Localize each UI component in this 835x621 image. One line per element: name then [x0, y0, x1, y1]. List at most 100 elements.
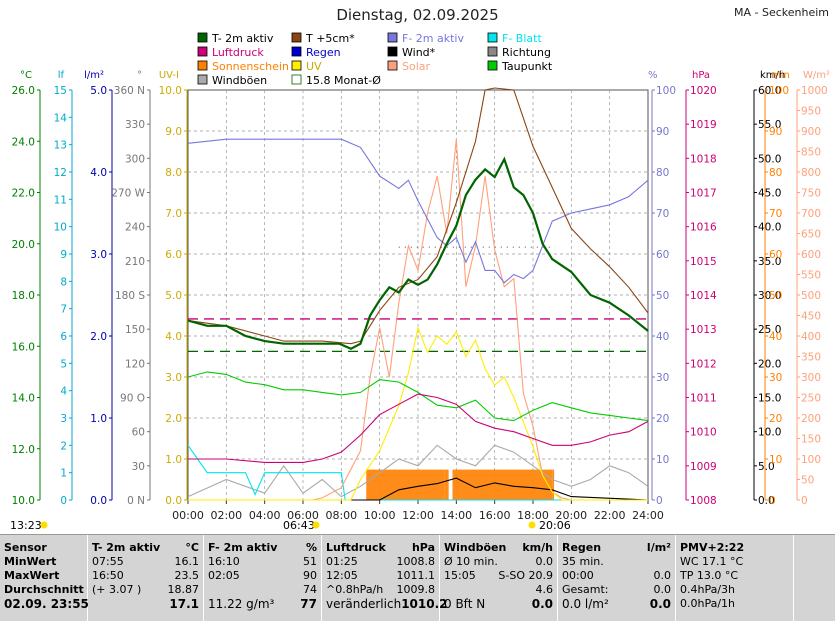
axis-tick-label-dir: 330: [125, 119, 145, 131]
axis-tick-label-hum: 90: [656, 126, 669, 138]
axis-tick-label-press: 1013: [690, 324, 717, 336]
axis-tick-label-sun: 90: [769, 126, 782, 138]
axis-tick-label-hum: 60: [656, 249, 669, 261]
axis-tick-label-uv: 7.0: [165, 208, 182, 220]
axis-tick-label-wind: 40.0: [758, 222, 781, 234]
legend-swatch: [291, 74, 302, 85]
axis-tick-label-dir: 60: [132, 427, 145, 439]
axis-unit-solar: W/m²: [803, 70, 830, 81]
stats-rain-current: 0.0: [649, 597, 671, 611]
axis-tick-label-press: 1015: [690, 256, 717, 268]
stats-col-pressure: Luftdruck hPa 01:25 1008.8 12:05 1011.1 ^0.…: [322, 535, 448, 621]
stats-rain-total-label: Gesamt:: [562, 583, 609, 596]
series-line-f-2m-aktiv: [187, 138, 649, 284]
stats-press-current: 1010.2: [401, 597, 448, 611]
axis-tick-label-wind: 45.0: [758, 188, 781, 200]
axis-tick-label-hum: 50: [656, 290, 669, 302]
stats-temp-unit: °C: [185, 541, 199, 554]
axis-unit-uv: UV-I: [159, 70, 179, 81]
axis-tick-label-solar: 350: [801, 352, 821, 364]
stats-col-wind: Windböen km/h Ø 10 min. 0.0 15:05 S-SO 20.9…: [440, 535, 558, 621]
axis-tick-label-solar: 700: [801, 208, 821, 220]
legend-label: T- 2m aktiv: [211, 32, 274, 45]
axis-tick-label-leaf: 11: [54, 194, 67, 206]
axis-tick-label-leaf: 10: [54, 222, 67, 234]
stats-hum-max: 90: [303, 569, 317, 582]
legend-label: Regen: [306, 46, 341, 59]
axis-tick-label-solar: 400: [801, 331, 821, 343]
axis-tick-label-press: 1016: [690, 222, 717, 234]
axis-tick-label-uv: 1.0: [165, 454, 182, 466]
axis-tick-label-leaf: 8: [60, 276, 67, 288]
legend-label: Taupunkt: [501, 60, 553, 73]
axis-tick-label-wind: 30.0: [758, 290, 781, 302]
axis-tick-label-leaf: 2: [60, 440, 67, 452]
legend-swatch: [291, 60, 302, 71]
axis-tick-label-solar: 600: [801, 249, 821, 261]
axis-tick-label-rain: 0.0: [90, 495, 107, 507]
stats-temp-header: T- 2m aktiv: [92, 541, 161, 554]
sunset-icon: [528, 521, 536, 529]
axis-tick-label-dir: 180 S: [115, 290, 145, 302]
axis-tick-label-temp: 26.0: [12, 85, 35, 97]
axis-unit-rain: l/m²: [84, 70, 104, 81]
axis-tick-label-hum: 40: [656, 331, 669, 343]
x-tick-label: 12:00: [402, 509, 434, 522]
axis-tick-label-press: 1012: [690, 358, 717, 370]
axis-tick-label-sun: 100: [769, 85, 789, 97]
axis-tick-label-sun: 0: [769, 495, 776, 507]
axis-tick-label-wind: 35.0: [758, 256, 781, 268]
x-tick-label: 02:00: [210, 509, 242, 522]
series-line-uv: [188, 325, 648, 501]
stats-temp-max: 23.5: [174, 569, 200, 582]
axis-unit-sun: min: [771, 70, 790, 81]
stats-windchill: WC 17.1 °C: [680, 555, 744, 568]
axis-tick-label-temp: 20.0: [12, 239, 35, 251]
axis-tick-label-leaf: 6: [60, 331, 67, 343]
series-line-solar: [188, 139, 648, 501]
axis-tick-label-wind: 0.0: [758, 495, 775, 507]
axis-tick-label-leaf: 4: [60, 386, 67, 398]
series-bar-sonnenschein: [552, 469, 555, 500]
axis-tick-label-uv: 6.0: [165, 249, 182, 261]
series-line-f-blatt: [187, 444, 648, 501]
x-tick-label: 24:00: [632, 509, 664, 522]
axis-tick-label-dir: 150: [125, 324, 145, 336]
axis-tick-label-uv: 3.0: [165, 372, 182, 384]
axis-unit-leaf: lf: [58, 70, 65, 81]
series-line-t-2m-aktiv: [187, 156, 649, 351]
axis-tick-label-sun: 20: [769, 413, 782, 425]
stats-rain-duration: 35 min.: [562, 555, 604, 568]
stats-hum-max-time: 02:05: [208, 569, 240, 582]
axis-tick-label-sun: 50: [769, 290, 782, 302]
legend-label: T +5cm*: [305, 32, 355, 45]
stats-rain-total: 0.0: [653, 583, 672, 596]
axis-tick-label-leaf: 15: [54, 85, 67, 97]
sun-start-time: 13:23: [10, 519, 42, 532]
axis-tick-label-solar: 150: [801, 434, 821, 446]
series-line-wind-: [188, 477, 649, 501]
legend-swatch: [197, 60, 208, 71]
stats-temp-min: 16.1: [174, 555, 200, 568]
stats-wind-bft: 0 Bft N: [444, 597, 486, 611]
axis-tick-label-dir: 300: [125, 153, 145, 165]
legend-label: F- 2m aktiv: [402, 32, 464, 45]
stats-col-rain: Regen l/m² 35 min. 00:00 0.0 Gesamt: 0.0 0.…: [558, 535, 676, 621]
axis-tick-label-hum: 70: [656, 208, 669, 220]
axis-tick-label-press: 1019: [690, 119, 717, 131]
x-tick-label: 14:00: [440, 509, 472, 522]
axis-unit-hum: %: [648, 70, 658, 81]
axis-tick-label-wind: 50.0: [758, 153, 781, 165]
x-tick-label: 00:00: [172, 509, 204, 522]
x-tick-label: 08:00: [325, 509, 357, 522]
axis-tick-label-sun: 30: [769, 372, 782, 384]
axis-tick-label-solar: 250: [801, 393, 821, 405]
series-line-t-5cm-: [187, 87, 649, 345]
stats-hum-header: F- 2m aktiv: [208, 541, 278, 554]
stats-hum-unit: %: [305, 541, 317, 554]
stats-rain-time: 00:00: [562, 569, 594, 582]
axis-tick-label-dir: 0 N: [127, 495, 145, 507]
axis-tick-label-dir: 240: [125, 222, 145, 234]
stats-press-header: Luftdruck: [326, 541, 386, 554]
axis-tick-label-leaf: 14: [54, 112, 68, 124]
